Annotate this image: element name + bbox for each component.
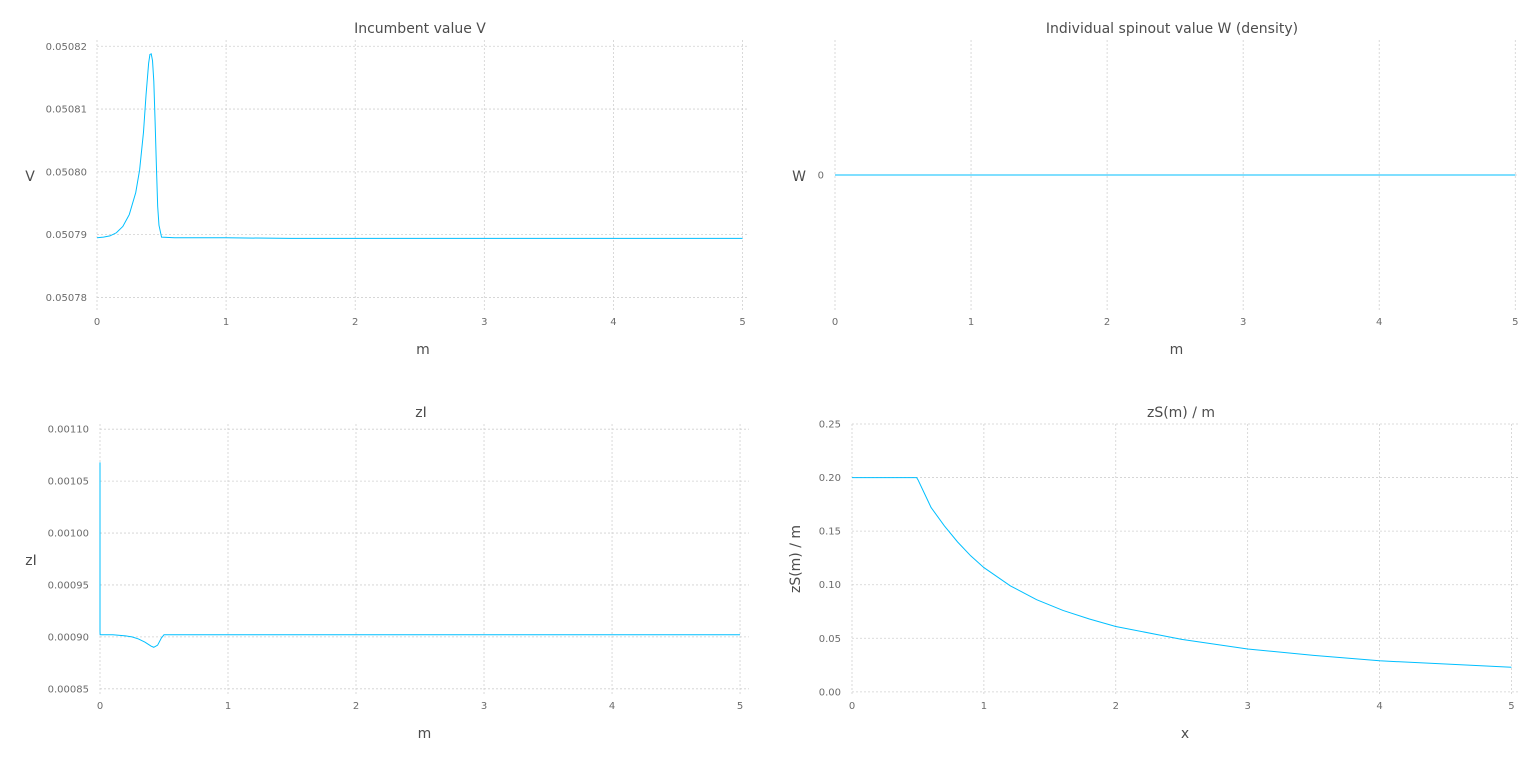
x-tick-label: 5 <box>1512 317 1518 328</box>
x-tick-label: 4 <box>1376 701 1382 712</box>
x-tick-label: 1 <box>981 701 987 712</box>
y-tick-label: 0.00100 <box>48 529 89 540</box>
x-axis-label: m <box>1170 342 1184 358</box>
x-tick-label: 5 <box>739 317 745 328</box>
x-tick-label: 0 <box>849 701 855 712</box>
x-tick-label: 0 <box>97 701 103 712</box>
x-axis-label: m <box>416 342 430 358</box>
x-tick-label: 5 <box>1508 701 1514 712</box>
x-tick-label: 2 <box>352 317 358 328</box>
y-tick-label: 0.05082 <box>46 42 87 53</box>
x-tick-label: 5 <box>737 701 743 712</box>
y-axis-label: zS(m) / m <box>788 525 804 593</box>
x-tick-label: 1 <box>223 317 229 328</box>
x-tick-label: 2 <box>353 701 359 712</box>
y-tick-label: 0.05078 <box>46 293 87 304</box>
y-tick-label: 0.00105 <box>48 477 89 488</box>
series-line-1 <box>96 53 743 239</box>
y-tick-label: 0.05080 <box>46 167 87 178</box>
chart-title: Incumbent value V <box>354 21 486 37</box>
y-axis-label: V <box>25 169 35 185</box>
x-tick-label: 1 <box>225 701 231 712</box>
y-tick-label: 0.00095 <box>48 580 89 591</box>
x-tick-label: 0 <box>94 317 100 328</box>
chart-panel-2: 0 1 2 3 4 5 0 Individual spinout value W (densi… <box>792 21 1518 358</box>
x-tick-label: 4 <box>610 317 616 328</box>
chart-panel-4: 0 1 2 3 4 5 0.00 0.05 0.10 0.15 0.20 0.25 zS(m) / m x… <box>788 405 1518 742</box>
chart-panel-1: 0 1 2 3 4 5 0.05078 0.05079 0.05080 0.05081 0.0508… <box>25 21 749 358</box>
y-tick-label: 0.05079 <box>46 230 87 241</box>
y-tick-label: 0 <box>818 171 824 182</box>
y-tick-label: 0.00 <box>819 687 841 698</box>
x-tick-label: 0 <box>832 317 838 328</box>
x-tick-label: 3 <box>481 701 487 712</box>
y-axis-label: W <box>792 169 806 185</box>
x-tick-label: 4 <box>1376 317 1382 328</box>
y-tick-label: 0.25 <box>819 420 841 431</box>
x-tick-label: 3 <box>1244 701 1250 712</box>
y-tick-label: 0.00090 <box>48 632 89 643</box>
y-tick-label: 0.20 <box>819 473 841 484</box>
y-tick-label: 0.00085 <box>48 684 89 695</box>
chart-title: Individual spinout value W (density) <box>1046 21 1298 37</box>
x-tick-label: 2 <box>1113 701 1119 712</box>
x-axis-label: x <box>1181 726 1189 742</box>
y-tick-label: 0.00110 <box>48 425 89 436</box>
y-axis-label: zI <box>25 553 36 569</box>
x-tick-label: 3 <box>481 317 487 328</box>
chart-panel-3: 0 1 2 3 4 5 0.00085 0.00090 0.00095 0.00100 0.0010… <box>25 405 749 742</box>
x-axis-label: m <box>418 726 432 742</box>
y-tick-label: 0.10 <box>819 580 841 591</box>
x-tick-label: 2 <box>1104 317 1110 328</box>
y-tick-label: 0.15 <box>819 527 841 538</box>
x-tick-label: 4 <box>609 701 615 712</box>
x-tick-label: 3 <box>1240 317 1246 328</box>
y-tick-label: 0.05081 <box>46 105 87 116</box>
series-line-1 <box>99 462 741 648</box>
y-tick-label: 0.05 <box>819 634 841 645</box>
x-tick-label: 1 <box>968 317 974 328</box>
series-line-1 <box>852 477 1512 668</box>
chart-title: zI <box>415 405 426 421</box>
chart-title: zS(m) / m <box>1147 405 1215 421</box>
